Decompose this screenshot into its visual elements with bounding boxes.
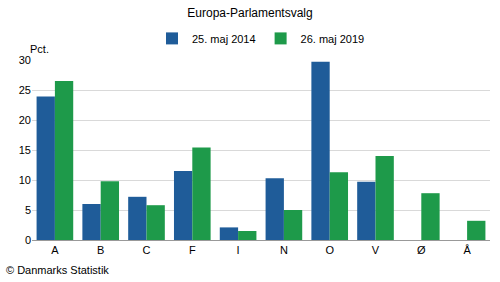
svg-text:F: F	[189, 244, 196, 256]
svg-text:B: B	[97, 244, 104, 256]
svg-text:Å: Å	[463, 244, 471, 256]
svg-text:O: O	[325, 244, 334, 256]
svg-text:25: 25	[19, 84, 31, 96]
svg-text:A: A	[51, 244, 59, 256]
svg-text:V: V	[372, 244, 380, 256]
svg-text:© Danmarks Statistik: © Danmarks Statistik	[6, 264, 109, 276]
svg-text:25. maj 2014: 25. maj 2014	[192, 33, 256, 45]
svg-text:10: 10	[19, 174, 31, 186]
svg-text:30: 30	[19, 54, 31, 66]
svg-text:26. maj 2019: 26. maj 2019	[301, 33, 365, 45]
svg-text:C: C	[143, 244, 151, 256]
svg-text:Ø: Ø	[417, 244, 426, 256]
svg-text:15: 15	[19, 144, 31, 156]
svg-text:Europa-Parlamentsvalg: Europa-Parlamentsvalg	[187, 6, 312, 20]
svg-text:20: 20	[19, 114, 31, 126]
svg-text:0: 0	[25, 234, 31, 246]
svg-text:I: I	[237, 244, 240, 256]
svg-text:N: N	[280, 244, 288, 256]
svg-text:Pct.: Pct.	[30, 43, 49, 55]
svg-text:5: 5	[25, 204, 31, 216]
